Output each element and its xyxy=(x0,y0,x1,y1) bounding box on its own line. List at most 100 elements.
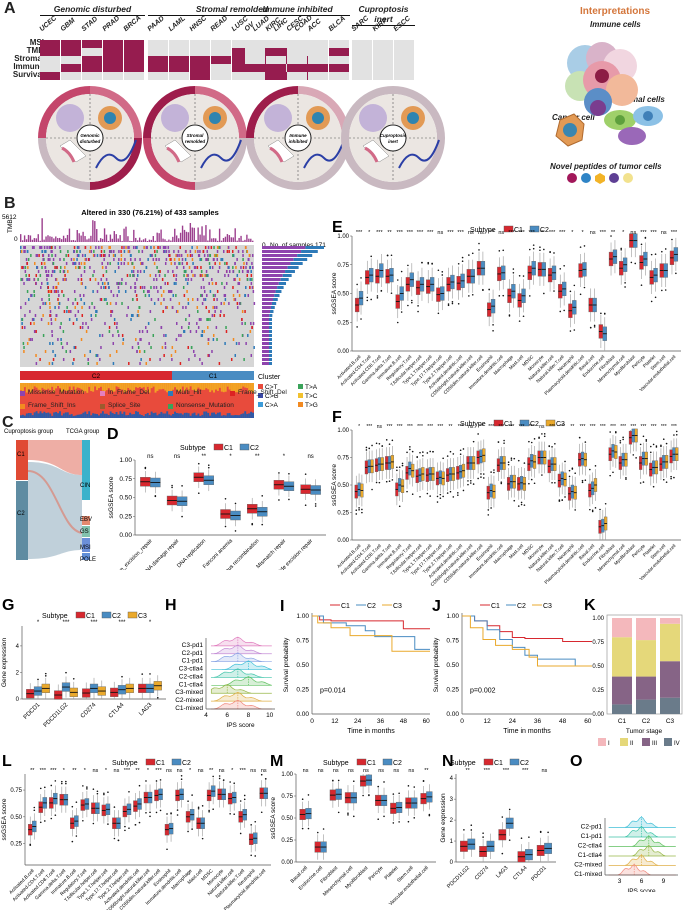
ridge-density xyxy=(210,636,272,647)
x-tick-label: C1 xyxy=(618,718,627,725)
stack-segment-IV xyxy=(612,704,632,714)
ridge-label: C3-ctla4 xyxy=(179,666,204,673)
heatmap-cell xyxy=(103,40,123,48)
box-c1 xyxy=(300,473,311,506)
significance-label: ns xyxy=(250,768,256,774)
box-c1 xyxy=(385,439,389,483)
panel-label-b: B xyxy=(4,195,16,212)
legend-title: Subtype xyxy=(42,613,68,620)
significance-label: ** xyxy=(465,768,470,774)
box-c2 xyxy=(147,784,153,818)
gene-bar xyxy=(262,262,291,265)
legend-label: C1 xyxy=(514,227,523,234)
box-c2 xyxy=(490,289,496,332)
significance-label: *** xyxy=(40,768,47,774)
cluster-label-c1: C1 xyxy=(209,373,218,380)
heatmap-cell xyxy=(61,64,81,72)
heatmap-row-label: Immune xyxy=(13,62,44,71)
box-c3 xyxy=(360,474,364,514)
box-c2 xyxy=(230,502,241,532)
gene-bar xyxy=(262,274,283,277)
cluster-c2-bar xyxy=(20,371,172,380)
x-tick-label: C2 xyxy=(642,718,651,725)
significance-label: * xyxy=(84,768,87,774)
panel-label-c: C xyxy=(2,414,14,431)
box-c1 xyxy=(619,247,624,285)
wheel-center-label: inert xyxy=(388,139,398,144)
legend-label: C3 xyxy=(138,613,147,620)
flow-c1-msi xyxy=(27,470,83,534)
box-c2 xyxy=(408,446,412,485)
ridge-density xyxy=(210,684,272,694)
box-c2 xyxy=(168,812,174,842)
heatmap-cell xyxy=(266,64,286,72)
legend-label: C1 xyxy=(224,445,233,452)
significance-label: *** xyxy=(522,768,529,774)
box-c1 xyxy=(38,787,43,824)
heatmap-cell xyxy=(245,40,265,48)
heatmap-cell xyxy=(308,64,328,72)
sankey-label: CIN xyxy=(80,483,90,489)
y-tick-label: 0.00 xyxy=(337,538,349,544)
wheel-center-label: disturbed xyxy=(80,139,101,144)
y-tick-label: 0.75 xyxy=(592,640,604,646)
panel-label: H xyxy=(165,597,177,614)
box-c1 xyxy=(359,774,367,797)
significance-label: *** xyxy=(239,768,246,774)
legend-swatch xyxy=(382,758,393,766)
gene-bar xyxy=(262,254,298,257)
titv-legend-swatch xyxy=(258,384,263,389)
box-c3 xyxy=(522,462,527,506)
significance-label: ** xyxy=(72,768,77,774)
significance-label: *** xyxy=(519,424,525,430)
heatmap-cell xyxy=(287,56,307,64)
box-c2 xyxy=(480,251,486,292)
ridge-density xyxy=(608,854,676,866)
novel-peptides-label: Novel peptides of tumor cells xyxy=(550,162,662,171)
box-c3 xyxy=(125,677,134,699)
y-tick-label: 0.25 xyxy=(281,838,293,844)
heatmap-cell xyxy=(232,64,252,72)
box-c1 xyxy=(415,455,419,493)
gene-bar xyxy=(262,342,269,345)
heatmap-cell xyxy=(190,40,210,48)
legend-title: Subtype xyxy=(180,445,206,452)
y-tick-label: 0 xyxy=(450,860,454,866)
legend-swatch xyxy=(493,419,504,427)
box-c1 xyxy=(578,436,582,476)
box-c3 xyxy=(604,502,608,540)
box-c2 xyxy=(210,775,216,810)
box-c2 xyxy=(389,254,394,294)
x-axis-label: IPS score xyxy=(627,888,656,892)
box-c3 xyxy=(451,453,455,498)
box-c1 xyxy=(329,779,336,808)
box-c2 xyxy=(95,790,100,822)
ridge-label: C2-mixed xyxy=(574,862,602,869)
box-c2 xyxy=(203,464,214,492)
legend-label: C1 xyxy=(341,603,350,610)
box-c2 xyxy=(550,446,554,484)
panel-label: J xyxy=(432,598,441,615)
heatmap-cell xyxy=(169,56,189,64)
x-tick-label: CTLA4 xyxy=(512,865,528,881)
heatmap-cell xyxy=(287,40,307,48)
significance-label: ** xyxy=(424,768,429,774)
box-c2 xyxy=(242,794,247,828)
box-c1 xyxy=(537,436,541,474)
box-c1 xyxy=(375,259,380,299)
box-c1 xyxy=(405,451,409,493)
panel-label-a: A xyxy=(4,0,16,17)
x-tick-label: PDCD1 xyxy=(23,702,42,721)
significance-label: *** xyxy=(509,424,515,430)
heatmap-row-label: Stromal xyxy=(14,54,44,63)
y-tick-label: 0.00 xyxy=(296,711,309,718)
box-c2 xyxy=(570,467,574,508)
oncoplot: Altered in 330 (76.21%) of 433 samples 56… xyxy=(2,208,326,418)
box-c3 xyxy=(482,439,486,479)
box-c1 xyxy=(154,780,159,814)
x-tick-label: 48 xyxy=(559,718,567,725)
legend: Subtype C1 C2 xyxy=(470,225,549,234)
x-axis-label: IPS score xyxy=(226,722,255,729)
box-c1 xyxy=(527,248,532,297)
box-c2 xyxy=(448,450,453,493)
